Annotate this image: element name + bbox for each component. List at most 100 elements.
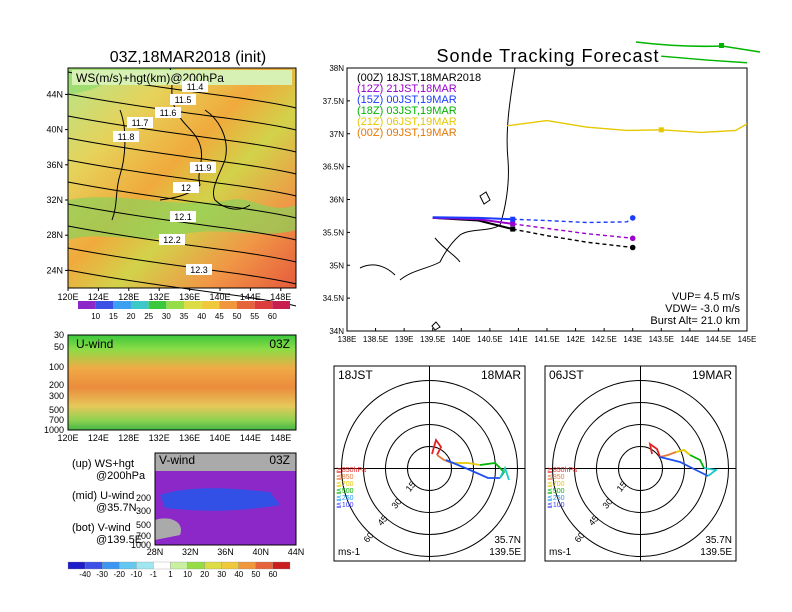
v-wind-colorbar-swatch (136, 561, 154, 570)
hodo-corner-right: 18MAR (481, 368, 521, 382)
ws-contour-line (67, 137, 297, 175)
v-wind-colorbar-swatch (84, 561, 103, 570)
note-1a: (up) WS+hgt (72, 458, 134, 470)
ws-contour-label: 12.1 (174, 212, 192, 222)
v-wind-colorbar-swatch (204, 561, 222, 570)
v-wind-colorbar-swatch (255, 561, 274, 570)
hodo-lon: 139.5E (489, 547, 521, 558)
hodo-lon: 139.5E (700, 547, 732, 558)
ws-colorbar-label: 50 (233, 312, 242, 321)
track-line-solid-series_15Z (432, 216, 513, 221)
v-wind-y-tick-label: 500 (136, 520, 151, 530)
hodo-corner-left: 18JST (338, 368, 373, 382)
ws-colorbar-swatch (184, 301, 202, 309)
track-offmap-18z-marker (719, 43, 724, 48)
hodo-trace (499, 465, 510, 481)
note-3b: @139.5E (96, 534, 142, 546)
v-wind-colorbar: -40 -30 -20 -10 -1 1 10 20 30 40 50 60 (67, 561, 291, 579)
ws-colorbar-label: 60 (268, 312, 277, 321)
ws-contour-label: 11.4 (187, 82, 204, 92)
v-wind-colorbar-label: 10 (183, 570, 192, 579)
track-x-tick-label: 138E (338, 335, 357, 344)
hodo-level-label: ≦850 (336, 474, 354, 481)
u-wind-x-tick-label: 132E (149, 433, 170, 443)
track-x-tick-label: 140.5E (477, 335, 502, 344)
ws-x-tick-label: 136E (179, 292, 200, 302)
v-wind-time: 03Z (269, 453, 290, 467)
hodo-trace (431, 437, 443, 456)
track-x-tick-label: 144.5E (706, 335, 731, 344)
ws-contour-label-bg (182, 81, 208, 92)
ws-contour-labels: 11.4 11.5 11.6 11.7 11.8 11.9 12 12.1 12.2 12.3 (113, 81, 216, 275)
hodo-ring-label: 15 (615, 480, 629, 494)
hodo-ring-label: 30 (601, 497, 615, 511)
u-wind-x-tick-label: 128E (118, 433, 139, 443)
track-legend-entry: (12Z) 21JST,18MAR (357, 83, 457, 95)
v-wind-colorbar-label: 40 (234, 570, 243, 579)
u-wind-y-tick-label: 700 (49, 415, 64, 425)
hodo-level-label: ≧850hPa (547, 467, 577, 474)
hodo-level-label: ≦250 (547, 495, 565, 502)
hodo-ring-label: 60 (573, 530, 587, 544)
hodo-trace (689, 454, 705, 469)
u-wind-y-tick-label: 200 (49, 380, 64, 390)
v-wind-grey-patch (155, 518, 181, 540)
track-legend-entry: (18Z) 03JST,19MAR (357, 105, 457, 117)
track-y-tick-label: 35.5N (323, 228, 345, 237)
v-wind-colorbar-swatch (221, 561, 239, 570)
ws-colorbar-label: 30 (162, 312, 171, 321)
hodo-trace (675, 449, 691, 456)
ws-contour-label-bg (170, 94, 196, 105)
ws-contour-label: 11.9 (195, 163, 212, 173)
u-wind-y-tick-label: 300 (49, 391, 64, 401)
track-line-series_18Z (661, 55, 748, 64)
hodo-lat: 35.7N (494, 535, 521, 546)
track-x-tick-label: 144E (681, 335, 700, 344)
ws-contour-label: 11.5 (175, 95, 192, 105)
ws-contour-label: 11.8 (118, 132, 135, 142)
ws-colorbar-swatch (148, 301, 167, 309)
hodo-lat: 35.7N (705, 535, 732, 546)
notes: (up) WS+hgt @200hPa (mid) U-wind @35.7N … (72, 458, 146, 546)
ws-contour-label-bg (113, 131, 139, 142)
v-wind-y-tick-label: 1000 (131, 540, 151, 550)
track-legend-entry: (00Z) 09JST,19MAR (357, 127, 457, 139)
ws-y-tick-label: 44N (46, 89, 63, 99)
ws-contour-line (67, 247, 297, 285)
track-x-tick-label: 143E (623, 335, 642, 344)
ws-colorbar-label: 40 (197, 312, 206, 321)
v-wind-x-tick-label: 40N (252, 547, 269, 557)
track-x-tick-label: 138.5E (363, 335, 388, 344)
ws-y-ticks: 24N 28N 32N 36N 40N 44N (46, 89, 68, 275)
ws-colorbar-swatch (272, 301, 290, 309)
ws-contour-label-bg (186, 264, 212, 275)
ws-x-tick-label: 124E (88, 292, 109, 302)
v-wind-top-band (155, 453, 296, 471)
track-x-tick-label: 141E (509, 335, 528, 344)
v-wind-colorbar-swatch (272, 561, 291, 570)
ws-y-tick-label: 28N (46, 230, 63, 240)
track-line-dashed-series_12Z (512, 223, 633, 239)
track-legend-entry: (00Z) 18JST,18MAR2018 (357, 72, 481, 84)
v-wind-y-tick-label: 700 (136, 531, 151, 541)
track-x-tick-label: 140E (452, 335, 471, 344)
track-endpoint-series_12Z (629, 235, 636, 242)
track-x-tick-label: 139E (395, 335, 414, 344)
ws-map-title-bg (72, 70, 292, 85)
track-legend: (00Z) 18JST,18MAR2018(12Z) 21JST,18MAR (1… (357, 72, 481, 139)
ws-map-frame (67, 67, 297, 289)
u-wind-field (68, 335, 296, 430)
track-series (432, 55, 748, 251)
hodo-level-label: ≦100 (547, 502, 565, 509)
ws-colorbar-swatch (166, 301, 184, 309)
ws-colorbar-swatch (254, 301, 273, 309)
track-burst: Burst Alt= 21.0 km (650, 315, 740, 327)
track-y-tick-label: 38N (329, 64, 344, 73)
hodo-trace (648, 441, 661, 458)
hodo-corner-right: 19MAR (692, 368, 732, 382)
track-endpoint-series_00Z (629, 244, 636, 251)
ws-contour-label: 12.3 (190, 265, 208, 275)
track-y-tick-label: 34N (329, 327, 344, 336)
hodo-ring-label: 60 (362, 530, 376, 544)
ws-contour-label-bg (190, 162, 216, 173)
